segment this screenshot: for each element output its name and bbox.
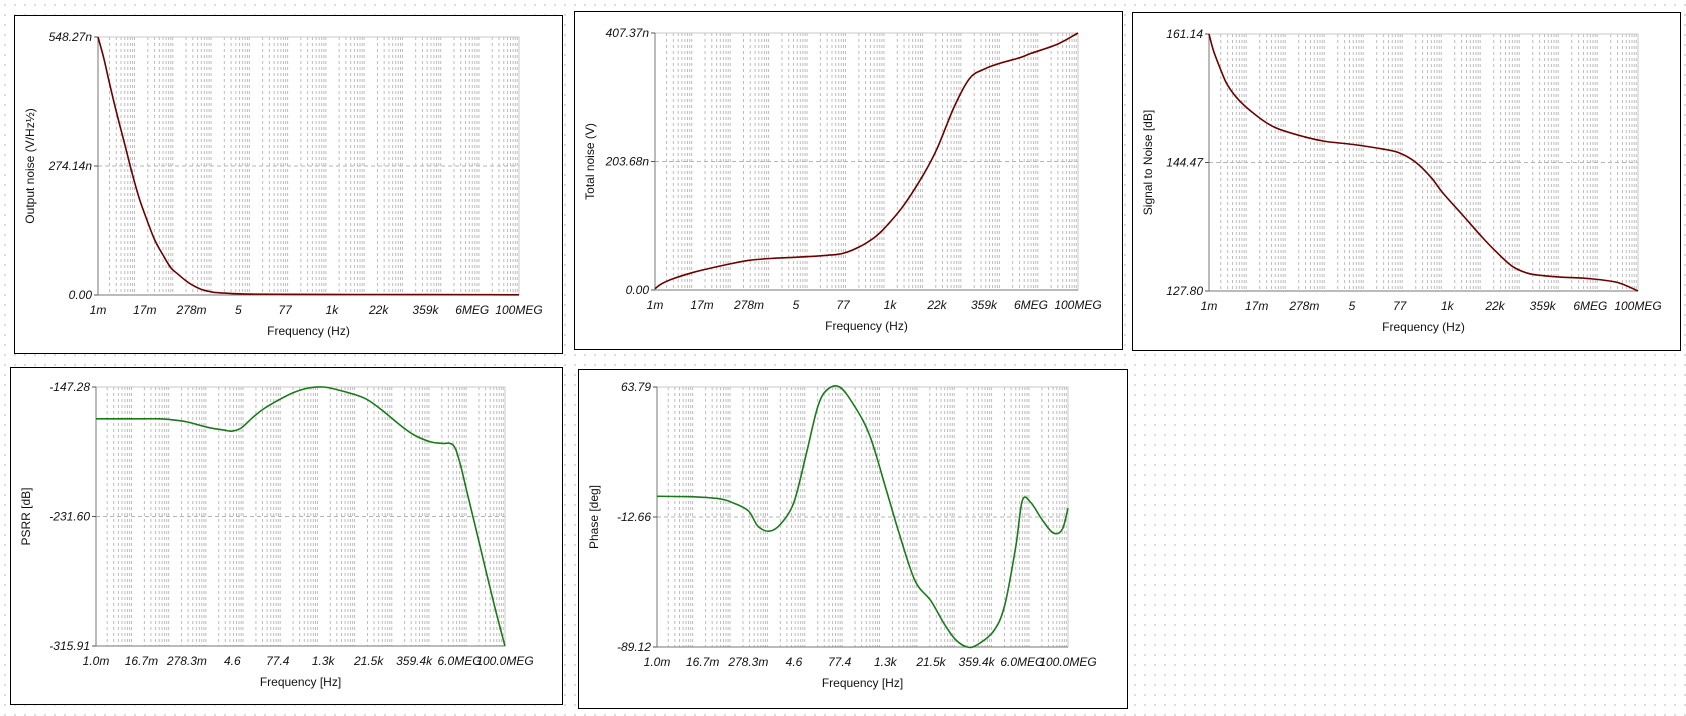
x-tick-label: 359k	[412, 303, 439, 317]
x-tick-label: 6MEG	[1014, 298, 1048, 312]
x-tick-label: 359k	[1530, 299, 1557, 313]
y-axis-title: Output noise (V/Hz½)	[23, 108, 37, 223]
x-tick-label: 1.3k	[312, 654, 336, 668]
x-tick-label: 77.4	[828, 655, 852, 669]
x-tick-label: 100.0MEG	[1039, 655, 1096, 669]
x-tick-label: 17m	[133, 303, 156, 317]
x-tick-label: 21.5k	[915, 655, 946, 669]
x-tick-label: 17m	[1245, 299, 1268, 313]
x-tick-label: 6.0MEG	[438, 654, 482, 668]
data-series-line	[656, 385, 1069, 649]
x-tick-label: 6MEG	[1573, 299, 1607, 313]
x-tick-label: 278.3m	[166, 654, 207, 668]
x-tick-label: 1.0m	[83, 654, 110, 668]
phase-panel: 1.0m 16.7m 278.3m 4.6 77.4 1.3k 21.5k 359.4k 6.0…	[578, 369, 1128, 709]
x-tick-label: 278m	[1288, 299, 1319, 313]
x-axis-title: Frequency (Hz)	[1382, 320, 1465, 334]
x-tick-label: 100MEG	[1054, 298, 1101, 312]
x-tick-label: 1k	[884, 298, 898, 312]
x-tick-label: 278m	[176, 303, 207, 317]
x-axis-title: Frequency [Hz]	[822, 676, 903, 690]
y-tick-label: 407.37n	[606, 26, 650, 40]
y-tick-label: 63.79	[621, 380, 651, 394]
data-series-line	[96, 386, 506, 647]
y-tick-label: 127.80	[1166, 284, 1203, 298]
total-noise-chart: 1m 17m 278m 5 77 1k 22k 359k 6MEG 100MEG 0.00 203.6…	[583, 26, 1102, 333]
phase-chart: 1.0m 16.7m 278.3m 4.6 77.4 1.3k 21.5k 359.4k 6.0…	[587, 380, 1097, 690]
x-tick-label: 359k	[971, 298, 998, 312]
y-tick-label: 203.68n	[605, 155, 650, 169]
x-tick-label: 21.5k	[353, 654, 384, 668]
x-tick-label: 5	[1349, 299, 1356, 313]
x-tick-label: 77	[1393, 299, 1408, 313]
x-tick-label: 17m	[690, 298, 713, 312]
x-tick-label: 5	[793, 298, 800, 312]
y-tick-label: 161.14	[1166, 27, 1203, 41]
x-tick-label: 1m	[647, 298, 664, 312]
signal-to-noise-panel: 1m 17m 278m 5 77 1k 22k 359k 6MEG 100MEG 127.80 144…	[1132, 12, 1681, 351]
data-points	[656, 386, 1069, 648]
data-points	[1208, 33, 1639, 292]
x-tick-label: 100MEG	[495, 303, 542, 317]
x-tick-label: 1.3k	[874, 655, 898, 669]
x-tick-label: 77	[278, 303, 293, 317]
x-tick-label: 359.4k	[959, 655, 996, 669]
minor-grid	[106, 387, 504, 646]
x-tick-label: 1k	[326, 303, 340, 317]
x-tick-label: 4.6	[224, 654, 241, 668]
data-points	[97, 36, 520, 295]
x-tick-label: 16.7m	[686, 655, 719, 669]
x-tick-label: 77.4	[266, 654, 290, 668]
x-tick-label: 22k	[368, 303, 389, 317]
x-tick-label: 278m	[733, 298, 764, 312]
x-tick-label: 1m	[90, 303, 107, 317]
x-tick-label: 100MEG	[1614, 299, 1661, 313]
x-tick-label: 77	[836, 298, 851, 312]
output-noise-panel: 1m 17m 278m 5 77 1k 22k 359k 6MEG 100MEG 0.00 274.1…	[14, 15, 563, 354]
data-points	[654, 32, 1079, 289]
x-tick-label: 359.4k	[396, 654, 433, 668]
x-tick-label: 1k	[1441, 299, 1455, 313]
x-tick-label: 6MEG	[455, 303, 489, 317]
x-axis-title: Frequency [Hz]	[260, 675, 341, 689]
x-tick-label: 16.7m	[125, 654, 158, 668]
x-tick-label: 278.3m	[727, 655, 768, 669]
x-tick-label: 1.0m	[644, 655, 671, 669]
psrr-panel: 1.0m 16.7m 278.3m 4.6 77.4 1.3k 21.5k 359.4k 6.0…	[10, 367, 563, 705]
output-noise-chart: 1m 17m 278m 5 77 1k 22k 359k 6MEG 100MEG 0.00 274.1…	[23, 30, 543, 338]
x-tick-label: 100.0MEG	[476, 654, 533, 668]
x-tick-label: 1m	[1201, 299, 1218, 313]
x-tick-label: 6.0MEG	[1000, 655, 1044, 669]
x-tick-label: 4.6	[786, 655, 803, 669]
signal-to-noise-chart: 1m 17m 278m 5 77 1k 22k 359k 6MEG 100MEG 127.80 144…	[1141, 27, 1662, 334]
y-axis-title: PSRR [dB]	[19, 487, 33, 545]
y-tick-label: -12.66	[617, 510, 651, 524]
y-tick-label: -147.28	[49, 380, 90, 394]
y-tick-label: -89.12	[617, 640, 651, 654]
x-tick-label: 22k	[1484, 299, 1505, 313]
x-tick-label: 22k	[926, 298, 947, 312]
y-tick-label: -315.91	[49, 639, 90, 653]
y-tick-label: -231.60	[49, 510, 90, 524]
y-tick-label: 0.00	[69, 288, 93, 302]
y-tick-label: 548.27n	[49, 30, 93, 44]
data-points	[95, 386, 506, 647]
y-axis-title: Total noise (V)	[583, 123, 597, 200]
data-series-line	[97, 36, 520, 296]
psrr-chart: 1.0m 16.7m 278.3m 4.6 77.4 1.3k 21.5k 359.4k 6.0…	[19, 380, 534, 689]
y-tick-label: 274.14n	[48, 159, 93, 173]
data-series-line	[654, 32, 1079, 290]
y-axis-title: Phase [deg]	[587, 485, 601, 549]
y-axis-title: Signal to Noise [dB]	[1141, 110, 1155, 215]
y-tick-label: 0.00	[626, 283, 650, 297]
data-series-line	[1208, 33, 1639, 292]
x-axis-title: Frequency (Hz)	[267, 324, 350, 338]
y-tick-label: 144.47	[1166, 156, 1204, 170]
x-tick-label: 5	[235, 303, 242, 317]
x-axis-title: Frequency (Hz)	[825, 319, 908, 333]
total-noise-panel: 1m 17m 278m 5 77 1k 22k 359k 6MEG 100MEG 0.00 203.6…	[574, 11, 1123, 350]
